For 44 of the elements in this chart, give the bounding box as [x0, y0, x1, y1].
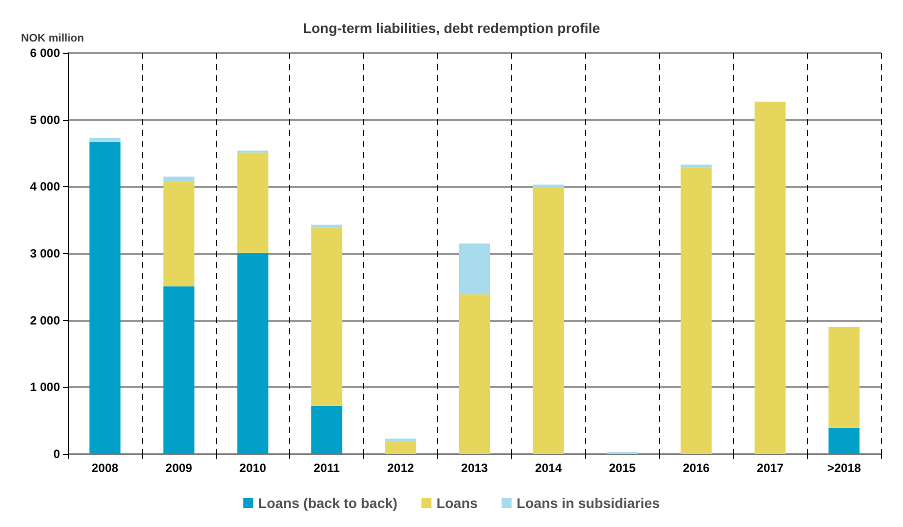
bar: [680, 167, 712, 454]
bar: [385, 441, 416, 454]
x-tick-label: 2014: [535, 461, 562, 475]
bar: [89, 138, 120, 142]
x-tick-label: 2016: [682, 461, 710, 475]
bar: [828, 327, 860, 428]
x-tick-label: >2018: [827, 461, 862, 475]
x-tick-label: 2015: [608, 461, 636, 475]
bar: [385, 438, 416, 442]
x-tick-label: 2012: [387, 461, 414, 475]
bar: [828, 428, 860, 454]
x-tick-label: 2010: [239, 461, 266, 475]
bar: [237, 252, 268, 454]
y-tick-label: 2 000: [30, 313, 60, 328]
y-axis-title: NOK million: [21, 32, 84, 44]
bar: [680, 164, 712, 168]
y-tick-label: 5 000: [30, 112, 60, 127]
bar: [311, 406, 342, 454]
legend-label: Loans: [436, 495, 478, 511]
bar: [163, 286, 194, 454]
x-tick-label: 2011: [314, 461, 340, 475]
x-tick-label: 2013: [461, 461, 488, 475]
legend-label: Loans in subsidiaries: [516, 495, 660, 511]
y-tick-label: 6 000: [30, 46, 60, 60]
bar: [532, 188, 564, 454]
bar: [89, 142, 120, 454]
bar: [163, 182, 194, 286]
bar: [532, 184, 564, 188]
y-tick-label: 3 000: [30, 246, 60, 260]
y-tick-label: 4 000: [30, 180, 60, 194]
y-tick-label: 0: [53, 447, 60, 461]
bar: [458, 243, 490, 294]
bar: [311, 227, 342, 406]
y-tick-label: 1 000: [30, 380, 60, 394]
chart-title: Long-term liabilities, debt redemption profile: [302, 20, 600, 36]
x-tick-label: 2008: [92, 461, 119, 475]
bar: [311, 224, 342, 228]
x-tick-label: 2009: [166, 461, 193, 475]
bar: [237, 152, 268, 253]
x-tick-label: 2017: [756, 461, 784, 475]
bar: [163, 176, 194, 182]
bar: [754, 102, 786, 454]
legend-label: Loans (back to back): [258, 495, 398, 511]
bar: [458, 294, 490, 454]
